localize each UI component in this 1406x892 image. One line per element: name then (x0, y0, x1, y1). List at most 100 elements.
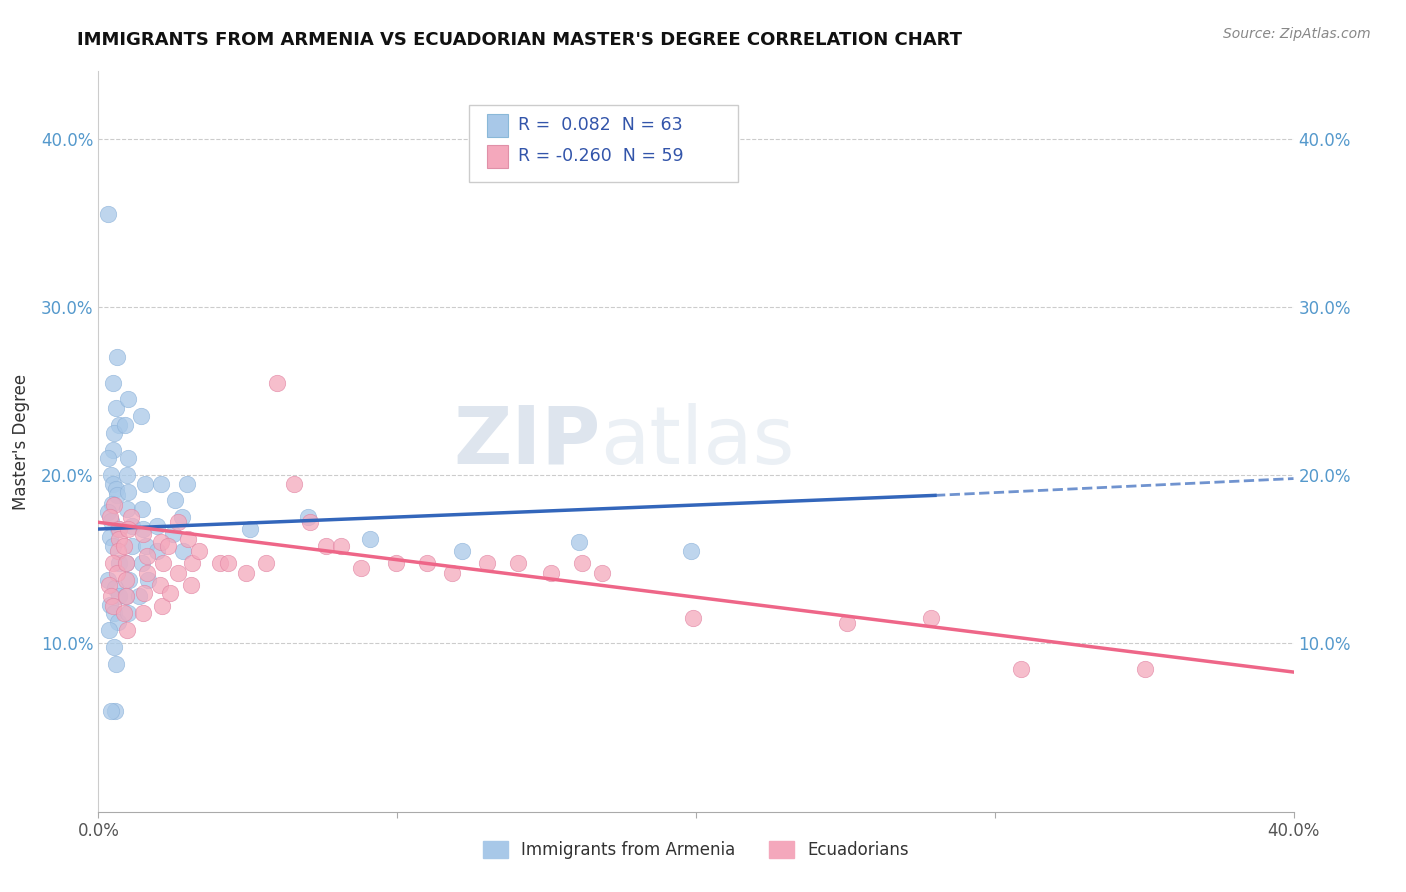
Point (682, 611, 704, 625)
Point (105, 401, 128, 415)
Point (117, 522, 139, 536)
Point (117, 606, 139, 620)
Text: R =  0.082  N = 63: R = 0.082 N = 63 (517, 116, 682, 134)
Point (315, 539, 337, 553)
Point (121, 518, 143, 533)
Point (152, 556, 174, 570)
Point (146, 518, 169, 533)
Point (131, 527, 153, 541)
Point (167, 516, 190, 530)
Point (100, 704, 122, 718)
Point (104, 704, 127, 718)
Point (266, 376, 288, 390)
Point (115, 573, 138, 587)
Point (103, 581, 125, 595)
Point (135, 566, 157, 580)
Point (112, 539, 135, 553)
Point (385, 556, 408, 570)
Point (115, 468, 138, 483)
Point (208, 556, 231, 570)
Point (97, 207, 120, 221)
Point (159, 586, 181, 600)
Point (135, 539, 157, 553)
Point (107, 522, 129, 536)
Point (235, 566, 257, 580)
Point (117, 451, 139, 466)
Point (103, 426, 125, 441)
Point (107, 544, 129, 558)
Point (101, 556, 124, 570)
Point (100, 590, 122, 604)
Point (162, 527, 184, 541)
Point (506, 556, 529, 570)
Point (297, 510, 319, 524)
Point (121, 539, 143, 553)
Point (108, 417, 131, 432)
Point (101, 497, 124, 511)
Point (97, 573, 120, 587)
Point (114, 417, 136, 432)
Point (217, 556, 239, 570)
Point (180, 577, 202, 591)
Point (98, 510, 121, 524)
FancyBboxPatch shape (486, 145, 509, 168)
Point (150, 476, 173, 491)
Point (115, 501, 138, 516)
Text: atlas: atlas (600, 402, 794, 481)
Legend: Immigrants from Armenia, Ecuadorians: Immigrants from Armenia, Ecuadorians (484, 841, 908, 859)
Point (239, 522, 262, 536)
Point (299, 516, 322, 530)
Point (1133, 662, 1156, 676)
Point (440, 566, 463, 580)
Text: IMMIGRANTS FROM ARMENIA VS ECUADORIAN MASTER'S DEGREE CORRELATION CHART: IMMIGRANTS FROM ARMENIA VS ECUADORIAN MA… (77, 31, 962, 49)
Point (132, 606, 155, 620)
Point (283, 476, 305, 491)
Point (105, 488, 128, 502)
Text: R = -0.260  N = 59: R = -0.260 N = 59 (517, 147, 683, 165)
Point (100, 468, 122, 483)
Point (101, 599, 124, 614)
Point (176, 476, 198, 491)
Point (103, 499, 125, 513)
Point (132, 522, 155, 536)
Point (107, 532, 129, 546)
Text: ZIP: ZIP (453, 402, 600, 481)
FancyBboxPatch shape (486, 114, 509, 136)
Text: Source: ZipAtlas.com: Source: ZipAtlas.com (1223, 27, 1371, 41)
Point (97, 451, 120, 466)
FancyBboxPatch shape (470, 104, 738, 183)
Point (131, 556, 153, 570)
Point (350, 560, 373, 574)
Point (115, 590, 138, 604)
Point (103, 640, 125, 654)
Point (135, 549, 157, 563)
Point (97, 577, 120, 591)
Point (415, 556, 437, 570)
Point (329, 539, 352, 553)
Point (571, 556, 593, 570)
Point (107, 615, 129, 629)
Point (136, 573, 159, 587)
Point (172, 510, 194, 524)
Point (131, 501, 153, 516)
Point (114, 590, 136, 604)
Point (107, 566, 129, 580)
Point (105, 657, 128, 671)
Point (451, 544, 474, 558)
Point (131, 409, 153, 424)
Point (98, 598, 121, 612)
Point (180, 556, 202, 570)
Point (359, 532, 381, 546)
Point (120, 510, 142, 524)
Point (117, 485, 139, 500)
Point (118, 573, 141, 587)
Point (132, 586, 155, 600)
Point (920, 611, 942, 625)
Point (115, 556, 138, 570)
Point (117, 623, 139, 637)
Point (837, 616, 859, 631)
Point (187, 544, 209, 558)
Point (104, 482, 127, 496)
Point (108, 522, 131, 536)
Point (105, 351, 128, 365)
